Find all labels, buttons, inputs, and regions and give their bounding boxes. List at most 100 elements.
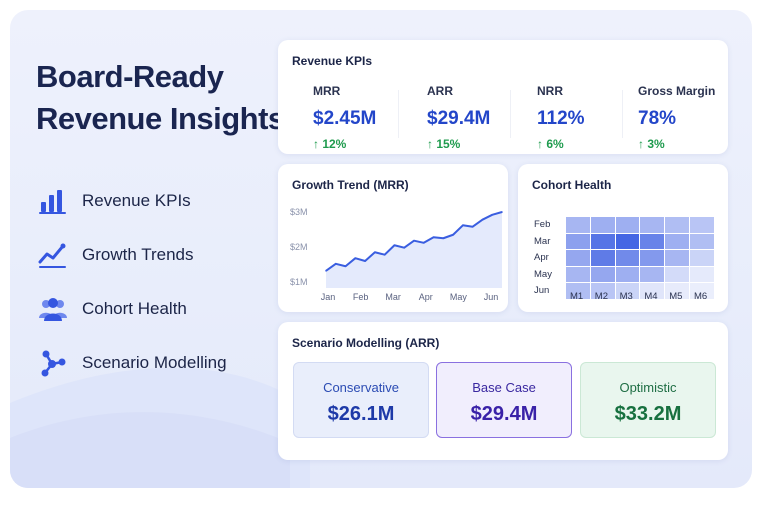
kpi-label: Gross Margin (638, 84, 716, 98)
heatmap-cell (615, 266, 640, 283)
dashboard-frame: Board-Ready Revenue Insights Revenue KPI… (10, 10, 752, 488)
scenario-optimistic[interactable]: Optimistic $33.2M (580, 362, 716, 438)
y-tick-label: $3M (290, 207, 308, 217)
heatmap-cell (665, 233, 689, 250)
x-tick-label: Feb (353, 292, 369, 302)
data-point (501, 211, 503, 213)
cohort-col-label: M4 (644, 291, 658, 302)
heatmap-cell (590, 283, 615, 299)
cohort-row-label: May (534, 268, 552, 280)
scenario-label: Optimistic (619, 380, 677, 395)
data-point (432, 236, 435, 238)
data-point (422, 242, 425, 244)
heatmap-cell (566, 250, 590, 266)
data-point (325, 270, 327, 272)
card-title: Growth Trend (MRR) (292, 178, 409, 192)
revenue-kpis-card: Revenue KPIs MRR $2.45M ↑ 12% ARR $29.4M… (278, 40, 728, 154)
divider (510, 90, 511, 138)
nav-item-revenue-kpis[interactable]: Revenue KPIs (36, 174, 286, 228)
nav-label: Revenue KPIs (82, 191, 191, 210)
divider (398, 90, 399, 138)
heatmap-cell (566, 217, 590, 233)
heatmap-cell (690, 266, 714, 283)
line-trend-icon (36, 238, 70, 272)
data-point (383, 253, 386, 256)
nav-label: Cohort Health (82, 299, 187, 318)
heatmap-cell (665, 283, 689, 299)
divider (622, 90, 623, 138)
x-tick-label: May (450, 292, 468, 302)
card-title: Scenario Modelling (ARR) (292, 336, 440, 350)
feature-nav: Revenue KPIs Growth Trends (36, 174, 286, 390)
heatmap-cell (690, 217, 714, 233)
background-wave (10, 367, 310, 488)
data-point (442, 237, 445, 240)
kpi-arr: ARR $29.4M ↑ 15% (427, 84, 527, 151)
heatmap-cell (566, 233, 590, 250)
kpi-value: $29.4M (427, 108, 491, 129)
data-point (462, 224, 464, 227)
heatmap-cell (590, 266, 615, 283)
data-point (403, 246, 406, 249)
heatmap-cell (665, 250, 689, 266)
scenario-value: $33.2M (614, 403, 682, 425)
kpi-nrr: NRR 112% ↑ 6% (537, 84, 637, 151)
page-title-line-1: Board-Ready (36, 59, 224, 94)
scenario-label: Base Case (472, 380, 536, 395)
scenario-value: $29.4M (470, 403, 538, 425)
scenario-conservative[interactable]: Conservative $26.1M (293, 362, 429, 438)
network-icon (36, 346, 70, 380)
kpi-value: 112% (537, 108, 585, 129)
scenario-base-case[interactable]: Base Case $29.4M (436, 362, 572, 438)
heatmap-cell (566, 283, 590, 299)
kpi-value: 78% (638, 108, 677, 129)
cohort-health-card: Cohort Health Feb Mar Apr May Jun M1 M2 M3 M4 M5 M… (518, 164, 728, 312)
cohort-row-label: Jun (534, 285, 550, 297)
heatmap-cell (615, 233, 640, 250)
heatmap-cell (665, 266, 689, 283)
heatmap-cell (566, 266, 590, 283)
cohort-row-label: Apr (534, 252, 549, 264)
heatmap-cell (590, 217, 615, 233)
heatmap-cell (615, 250, 640, 266)
heatmap-cell (690, 283, 714, 299)
heatmap-cell (640, 233, 665, 250)
cohort-col-label: M6 (694, 291, 708, 302)
scenario-value: $26.1M (327, 403, 395, 425)
cohort-col-label: M5 (669, 291, 683, 302)
heatmap-cell (640, 217, 665, 233)
heatmap-cell (640, 266, 665, 283)
nav-item-cohort-health[interactable]: Cohort Health (36, 282, 286, 336)
kpi-label: NRR (537, 84, 563, 98)
cohort-row-label: Mar (534, 235, 551, 247)
y-tick-label: $1M (290, 277, 308, 287)
heatmap-cell (590, 233, 615, 250)
scenario-modelling-card: Scenario Modelling (ARR) Conservative $2… (278, 322, 728, 460)
heatmap-cell (665, 217, 689, 233)
heatmap-cell (640, 250, 665, 266)
data-point (452, 233, 454, 236)
nav-label: Scenario Modelling (82, 353, 227, 372)
data-point (334, 263, 337, 265)
x-tick-label: Mar (385, 292, 401, 302)
kpi-change: ↑ 6% (537, 137, 564, 151)
card-title: Revenue KPIs (292, 54, 373, 68)
heatmap-cell (690, 250, 714, 266)
data-point (364, 260, 366, 262)
heatmap-cell (590, 250, 615, 266)
data-point (471, 225, 474, 228)
data-point (374, 251, 376, 254)
kpi-change: ↑ 15% (427, 137, 461, 151)
kpi-label: ARR (427, 84, 453, 98)
nav-item-scenario-modelling[interactable]: Scenario Modelling (36, 336, 286, 390)
kpi-label: MRR (313, 84, 341, 98)
cohort-row-label: Feb (534, 219, 551, 230)
kpi-change: ↑ 3% (638, 137, 665, 151)
nav-item-growth-trends[interactable]: Growth Trends (36, 228, 286, 282)
x-tick-label: Jun (484, 292, 499, 302)
bar-chart-icon (36, 184, 70, 218)
card-title: Cohort Health (532, 178, 612, 192)
data-point (413, 239, 415, 242)
heatmap-cell (690, 233, 714, 250)
data-point (344, 265, 347, 268)
